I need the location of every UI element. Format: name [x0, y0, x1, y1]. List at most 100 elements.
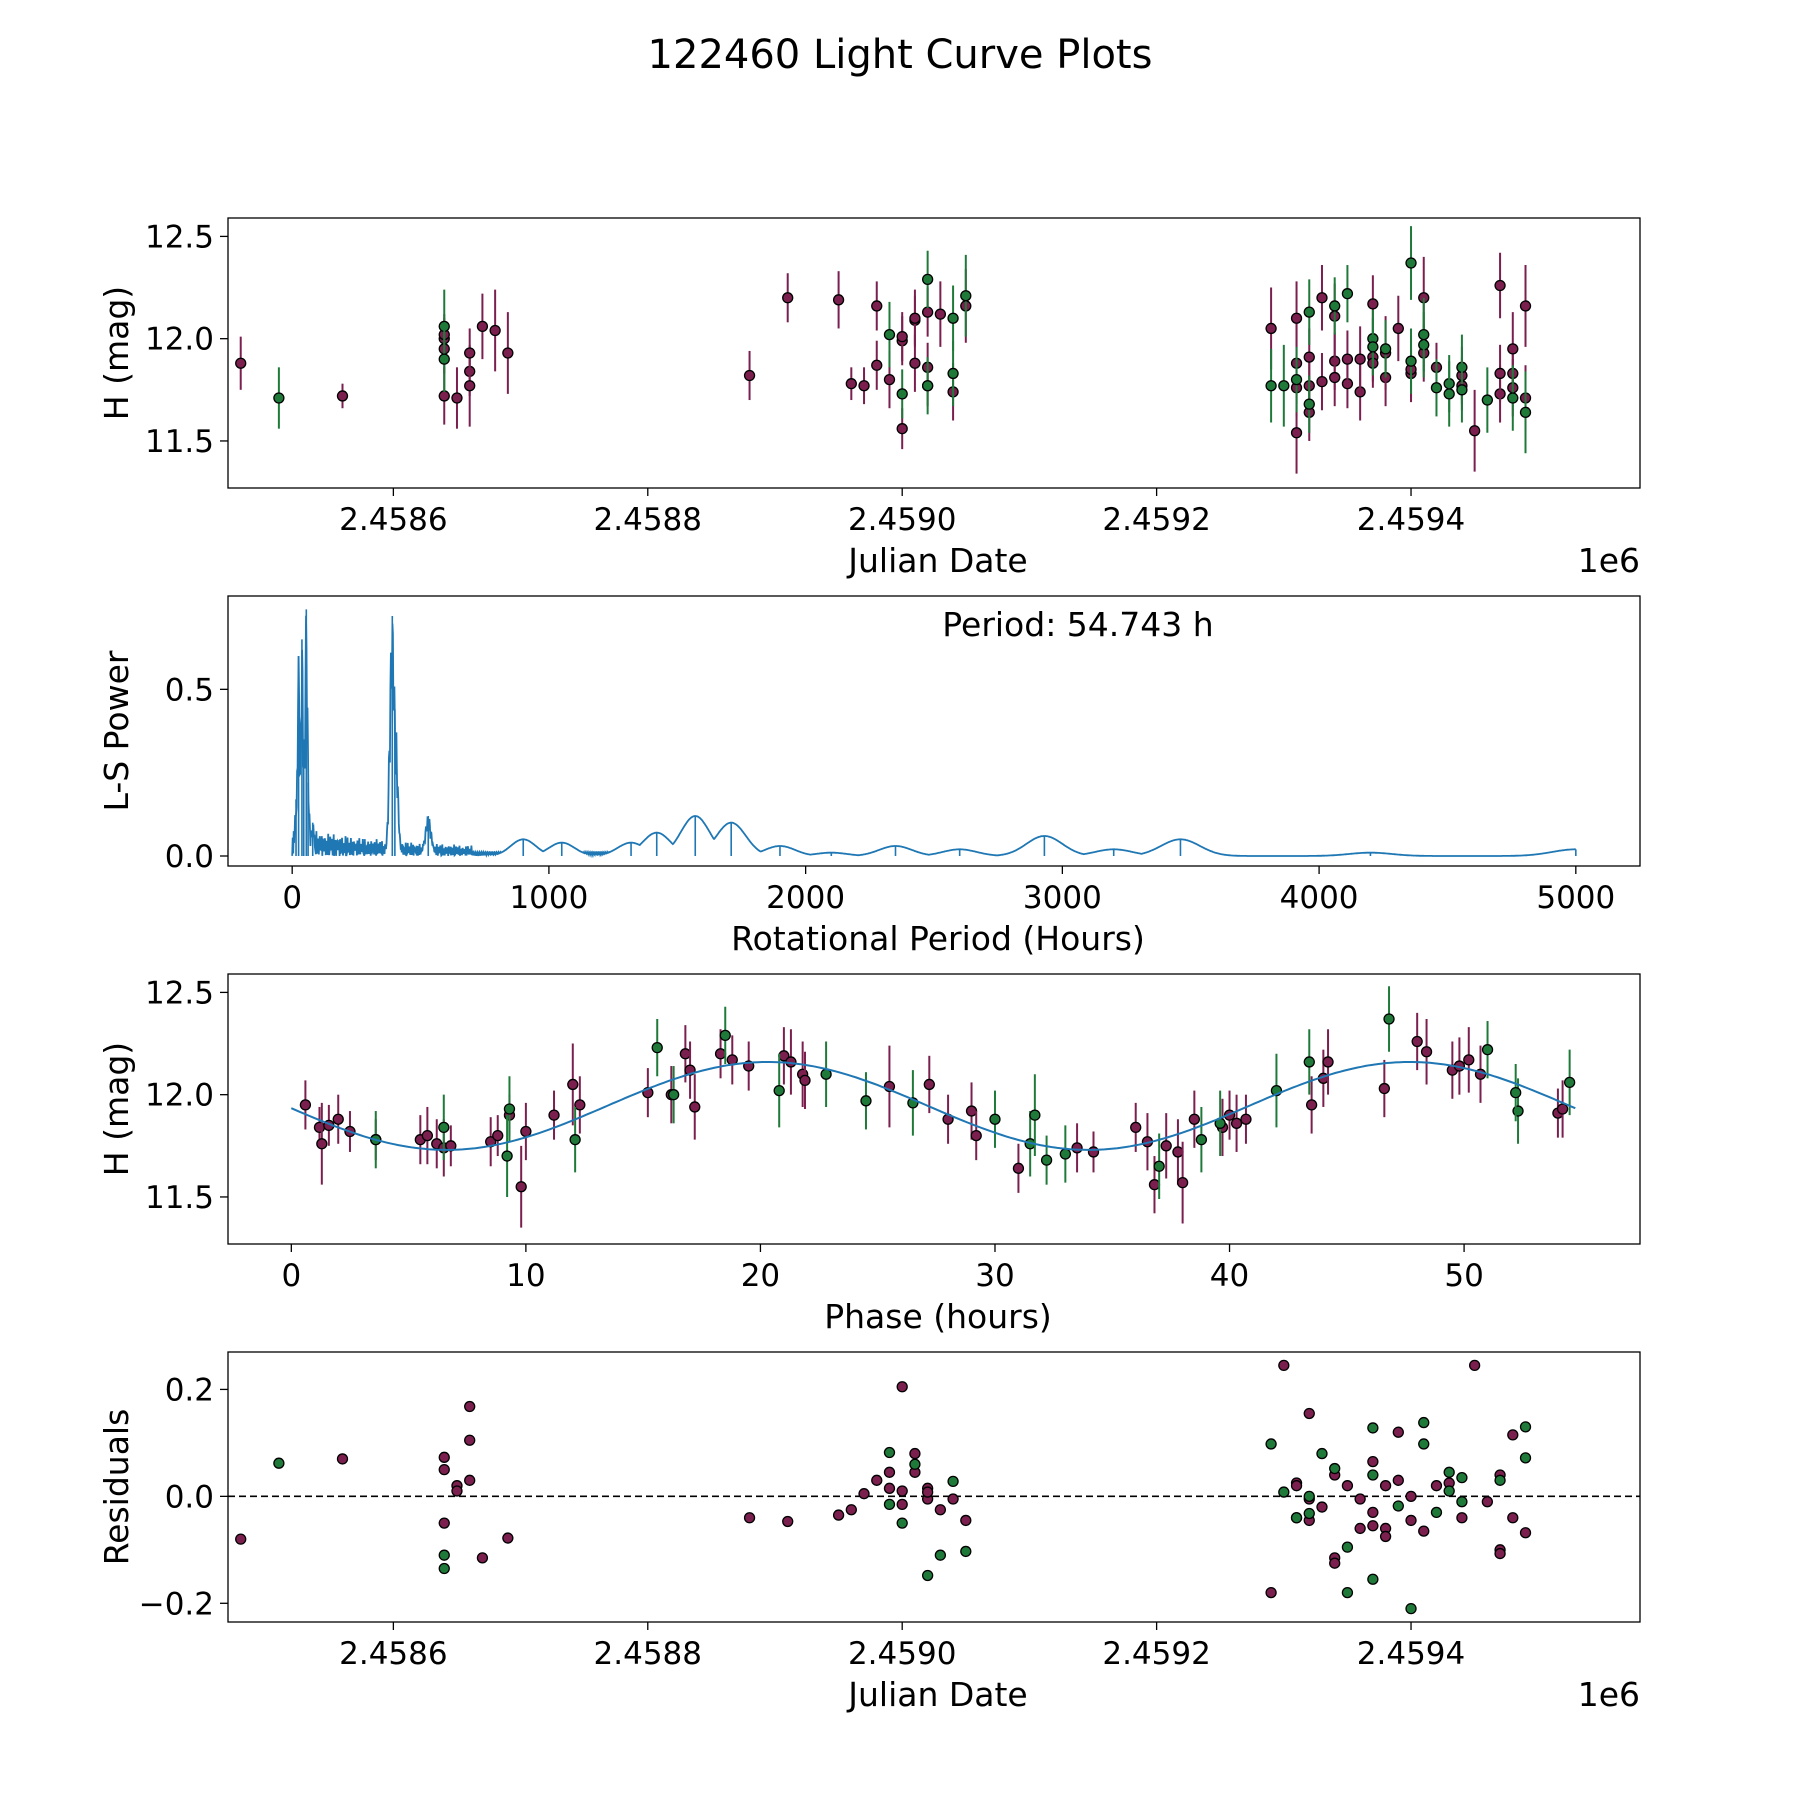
data-point — [896, 423, 908, 435]
data-point — [1316, 1501, 1328, 1513]
data-point — [1341, 1586, 1354, 1599]
x-tick-label: 2.4592 — [1102, 1636, 1210, 1672]
series-green — [273, 226, 1532, 454]
data-point — [743, 1512, 756, 1524]
data-point — [503, 1103, 516, 1115]
data-point — [464, 1400, 476, 1413]
data-point — [1556, 1103, 1569, 1115]
data-point — [1265, 1438, 1277, 1450]
data-point — [1510, 1086, 1522, 1099]
data-point — [316, 1138, 328, 1150]
data-point — [934, 1549, 947, 1561]
data-point — [921, 380, 934, 392]
data-point — [1519, 1452, 1532, 1464]
x-tick-label: 50 — [1444, 1258, 1483, 1294]
data-point — [1519, 1527, 1532, 1539]
data-point — [1012, 1162, 1025, 1174]
data-point — [921, 1569, 934, 1582]
data-point — [1468, 425, 1481, 437]
data-point — [714, 1048, 727, 1060]
data-point — [1040, 1154, 1053, 1166]
data-point — [1379, 343, 1392, 355]
periodogram-panel: 0 1000 2000 3000 4000 5000 0.0 0.5 Rotational Pe… — [97, 595, 1641, 958]
data-point — [1029, 1109, 1041, 1121]
data-point — [858, 1488, 870, 1500]
data-point — [1240, 1113, 1252, 1125]
series-green — [370, 986, 1576, 1199]
series-magenta — [235, 252, 1532, 474]
data-point — [1148, 1179, 1161, 1191]
x-tick-label: 20 — [741, 1258, 780, 1294]
data-point — [1341, 288, 1354, 300]
data-point — [1176, 1176, 1189, 1189]
data-point — [451, 392, 463, 404]
data-point — [1418, 1525, 1430, 1537]
data-point — [1405, 1490, 1417, 1503]
data-point — [1383, 1013, 1395, 1025]
x-tick-label: 3000 — [1023, 880, 1102, 916]
data-point — [476, 1552, 489, 1564]
data-point — [1354, 1522, 1366, 1535]
y-tick-label: 12.0 — [145, 1078, 214, 1114]
x-tick-label: 2.4590 — [848, 1636, 956, 1672]
data-point — [1341, 1541, 1354, 1553]
data-point — [960, 1545, 972, 1558]
x-axis-label: Rotational Period (Hours) — [731, 919, 1145, 958]
data-point — [896, 1381, 908, 1393]
data-point — [965, 1105, 978, 1117]
data-point — [1367, 1455, 1379, 1468]
data-point — [1230, 1117, 1243, 1129]
data-point — [1392, 1500, 1404, 1512]
light-curve-panel: 2.4586 2.4588 2.4590 2.4592 2.4594 11.5 12.0 12… — [97, 217, 1641, 580]
data-point — [1367, 341, 1379, 353]
figure-title: 122460 Light Curve Plots — [648, 32, 1153, 78]
y-tick-label: 0.0 — [165, 1479, 214, 1515]
data-point — [438, 1451, 450, 1463]
data-point — [1443, 1485, 1455, 1497]
data-point — [438, 1463, 450, 1476]
data-point — [1305, 1099, 1318, 1111]
data-point — [743, 369, 756, 382]
data-point — [438, 1517, 450, 1529]
data-point — [438, 1121, 450, 1134]
data-point — [1278, 1359, 1290, 1372]
data-point — [235, 357, 247, 369]
data-point — [451, 1485, 463, 1497]
data-point — [1329, 1462, 1341, 1475]
data-point — [1519, 406, 1532, 418]
data-point — [313, 1121, 326, 1134]
series-magenta — [235, 1359, 1532, 1599]
data-point — [336, 390, 349, 402]
data-point — [1172, 1146, 1184, 1158]
data-point — [860, 1095, 872, 1107]
data-point — [464, 1434, 476, 1446]
data-point — [332, 1113, 344, 1125]
x-tick-label: 2.4588 — [594, 1636, 702, 1672]
data-point — [934, 1504, 947, 1516]
data-point — [667, 1089, 680, 1101]
data-point — [883, 1498, 896, 1511]
data-point — [1303, 1056, 1315, 1068]
plot-frame — [227, 973, 1641, 1245]
data-point — [1316, 1447, 1328, 1460]
x-tick-label: 2.4588 — [594, 502, 702, 538]
x-tick-label: 40 — [1210, 1258, 1249, 1294]
data-point — [1354, 1493, 1366, 1505]
data-point — [1278, 1486, 1290, 1498]
data-point — [1290, 427, 1303, 439]
data-point — [1341, 1480, 1354, 1492]
data-point — [883, 373, 896, 386]
data-point — [1392, 1474, 1404, 1486]
data-point — [871, 359, 883, 371]
data-point — [1316, 375, 1328, 388]
y-tick-label: 12.5 — [145, 975, 214, 1011]
x-tick-label: 0 — [282, 880, 302, 916]
data-point — [1322, 1056, 1334, 1068]
data-point — [1494, 279, 1506, 292]
data-point — [476, 320, 489, 333]
data-point — [1379, 1530, 1392, 1543]
data-point — [438, 1549, 450, 1561]
data-point — [1303, 398, 1315, 410]
x-offset-label: 1e6 — [1578, 541, 1640, 580]
data-point — [438, 1562, 450, 1575]
